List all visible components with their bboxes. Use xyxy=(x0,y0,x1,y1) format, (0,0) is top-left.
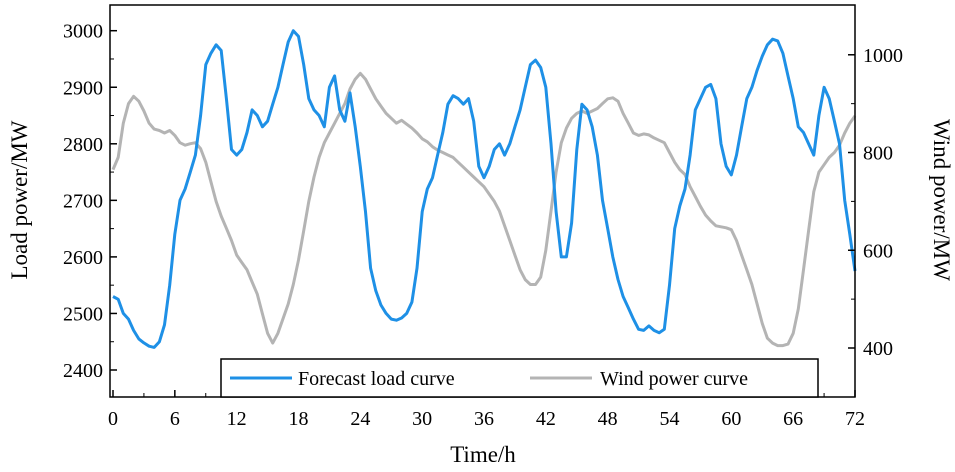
y-right-tick-label: 1000 xyxy=(863,45,903,67)
series-line-wind-power xyxy=(111,71,857,348)
legend-box xyxy=(220,358,819,398)
y-left-tick-label: 2500 xyxy=(63,303,103,325)
y-left-tick-label: 2900 xyxy=(63,77,103,99)
x-tick-label: 42 xyxy=(536,408,556,430)
x-tick-label: 54 xyxy=(660,408,680,430)
legend-label-wind-power: Wind power curve xyxy=(600,368,748,390)
y-right-tick-label: 600 xyxy=(863,240,893,262)
x-axis-title: Time/h xyxy=(450,442,516,467)
y-left-tick-label: 3000 xyxy=(63,21,103,43)
y-left-tick-label: 2600 xyxy=(63,247,103,269)
series-layer xyxy=(111,29,857,349)
y-axis-right-title: Wind power/MW xyxy=(929,119,954,281)
x-tick-label: 36 xyxy=(474,408,494,430)
x-tick-label: 0 xyxy=(108,408,118,430)
x-tick-label: 12 xyxy=(227,408,247,430)
legend-label-forecast-load: Forecast load curve xyxy=(298,368,455,390)
y-left-tick-label: 2400 xyxy=(63,360,103,382)
series-line-forecast-load xyxy=(112,29,857,349)
x-tick-label: 18 xyxy=(289,408,309,430)
x-tick-label: 6 xyxy=(170,408,180,430)
x-tick-label: 60 xyxy=(721,408,741,430)
y-left-tick-label: 2800 xyxy=(63,134,103,156)
y-axis-left-title: Load power/MW xyxy=(7,120,32,279)
x-tick-label: 66 xyxy=(783,408,803,430)
y-left-tick-label: 2700 xyxy=(63,190,103,212)
x-tick-label: 24 xyxy=(350,408,370,430)
x-tick-label: 48 xyxy=(598,408,618,430)
legend: Forecast load curve Wind power curve xyxy=(220,358,819,398)
y-right-tick-label: 400 xyxy=(863,338,893,360)
y-right-tick-label: 800 xyxy=(863,143,893,165)
x-tick-label: 72 xyxy=(845,408,865,430)
x-tick-label: 30 xyxy=(412,408,432,430)
